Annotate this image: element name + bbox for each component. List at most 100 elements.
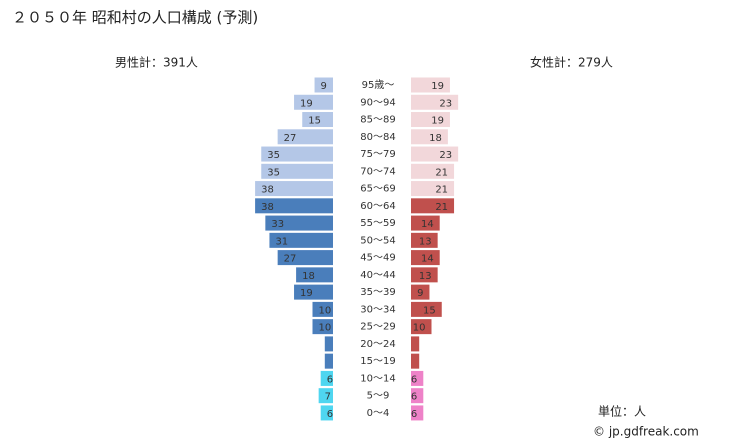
male-value: 15 xyxy=(308,116,321,127)
male-value: 7 xyxy=(325,392,331,403)
female-bar xyxy=(411,250,440,266)
female-bar xyxy=(411,215,440,231)
male-total: 男性計：391人 xyxy=(115,55,198,70)
age-label: 20～24 xyxy=(360,339,395,350)
male-value: 6 xyxy=(327,374,333,385)
male-value: 6 xyxy=(327,409,333,420)
unit-label: 単位：人 xyxy=(598,404,646,419)
male-value: 35 xyxy=(267,150,280,161)
age-label: 70～74 xyxy=(360,166,395,177)
male-bar xyxy=(265,215,333,231)
female-value: 14 xyxy=(421,254,434,265)
male-value: 10 xyxy=(319,323,332,334)
female-bar xyxy=(411,267,438,283)
male-bar xyxy=(314,77,333,93)
female-bar xyxy=(411,319,432,335)
female-bar xyxy=(411,112,450,128)
age-label: 50～54 xyxy=(360,235,395,246)
female-bar xyxy=(411,163,455,179)
male-value: 19 xyxy=(300,288,313,299)
chart-title: ２０５０年 昭和村の人口構成 (予測) xyxy=(12,9,258,27)
age-label: 80～84 xyxy=(360,132,395,143)
male-bar xyxy=(277,129,333,145)
female-value: 21 xyxy=(435,167,448,178)
age-label: 40～44 xyxy=(360,270,395,281)
male-value: 35 xyxy=(267,167,280,178)
female-bar xyxy=(411,146,459,162)
age-label: 35～39 xyxy=(360,287,395,298)
female-bar xyxy=(411,181,455,197)
female-bar xyxy=(411,370,424,386)
male-value: 27 xyxy=(284,254,297,265)
age-label: 10～14 xyxy=(360,373,395,384)
female-value: 18 xyxy=(429,133,442,144)
age-label: 95歳～ xyxy=(362,79,395,91)
male-bar xyxy=(269,232,333,248)
female-bar xyxy=(411,353,420,369)
male-bar xyxy=(294,94,333,110)
male-bar xyxy=(294,284,333,300)
male-bar xyxy=(302,112,333,128)
female-bar xyxy=(411,129,448,145)
female-bar xyxy=(411,77,450,93)
male-bar xyxy=(255,198,333,214)
male-bar xyxy=(324,336,333,352)
age-label: 85～89 xyxy=(360,115,395,126)
female-value: 21 xyxy=(435,202,448,213)
male-bar xyxy=(296,267,333,283)
female-value: 15 xyxy=(423,305,436,316)
female-value: 14 xyxy=(421,219,434,230)
male-bar xyxy=(324,353,333,369)
male-bar xyxy=(277,250,333,266)
female-value: 21 xyxy=(435,185,448,196)
age-label: 25～29 xyxy=(360,322,395,333)
male-value: 38 xyxy=(261,185,274,196)
male-value: 10 xyxy=(319,305,332,316)
female-bar xyxy=(411,94,459,110)
female-bar xyxy=(411,198,455,214)
female-value: 9 xyxy=(417,288,423,299)
female-bar xyxy=(411,336,420,352)
male-bar xyxy=(320,405,333,421)
female-value: 6 xyxy=(411,374,417,385)
female-bar xyxy=(411,301,442,317)
age-label: 0～4 xyxy=(367,408,390,419)
female-total: 女性計：279人 xyxy=(530,55,613,70)
female-bar xyxy=(411,388,424,404)
male-bar xyxy=(261,163,333,179)
age-label: 60～64 xyxy=(360,201,395,212)
male-value: 27 xyxy=(284,133,297,144)
male-value: 38 xyxy=(261,202,274,213)
age-label: 90～94 xyxy=(360,97,395,108)
male-bar xyxy=(320,370,333,386)
age-label: 55～59 xyxy=(360,218,395,229)
male-value: 33 xyxy=(271,219,284,230)
female-bar xyxy=(411,405,424,421)
female-bar xyxy=(411,284,430,300)
male-value: 19 xyxy=(300,98,313,109)
female-value: 6 xyxy=(411,409,417,420)
male-bar xyxy=(255,181,333,197)
male-bar xyxy=(318,388,333,404)
female-value: 23 xyxy=(439,150,452,161)
age-label: 75～79 xyxy=(360,149,395,160)
female-value: 19 xyxy=(431,116,444,127)
female-value: 13 xyxy=(419,236,432,247)
female-value: 10 xyxy=(413,323,426,334)
male-bar xyxy=(312,319,333,335)
age-label: 65～69 xyxy=(360,184,395,195)
male-value: 18 xyxy=(302,271,315,282)
female-value: 23 xyxy=(439,98,452,109)
female-bar xyxy=(411,232,438,248)
age-label: 30～34 xyxy=(360,304,395,315)
age-label: 5～9 xyxy=(367,391,390,402)
female-value: 19 xyxy=(431,81,444,92)
male-bar xyxy=(261,146,333,162)
female-value: 13 xyxy=(419,271,432,282)
female-value: 6 xyxy=(411,392,417,403)
age-label: 45～49 xyxy=(360,253,395,264)
male-bar xyxy=(312,301,333,317)
age-label: 15～19 xyxy=(360,356,395,367)
male-value: 9 xyxy=(321,81,327,92)
